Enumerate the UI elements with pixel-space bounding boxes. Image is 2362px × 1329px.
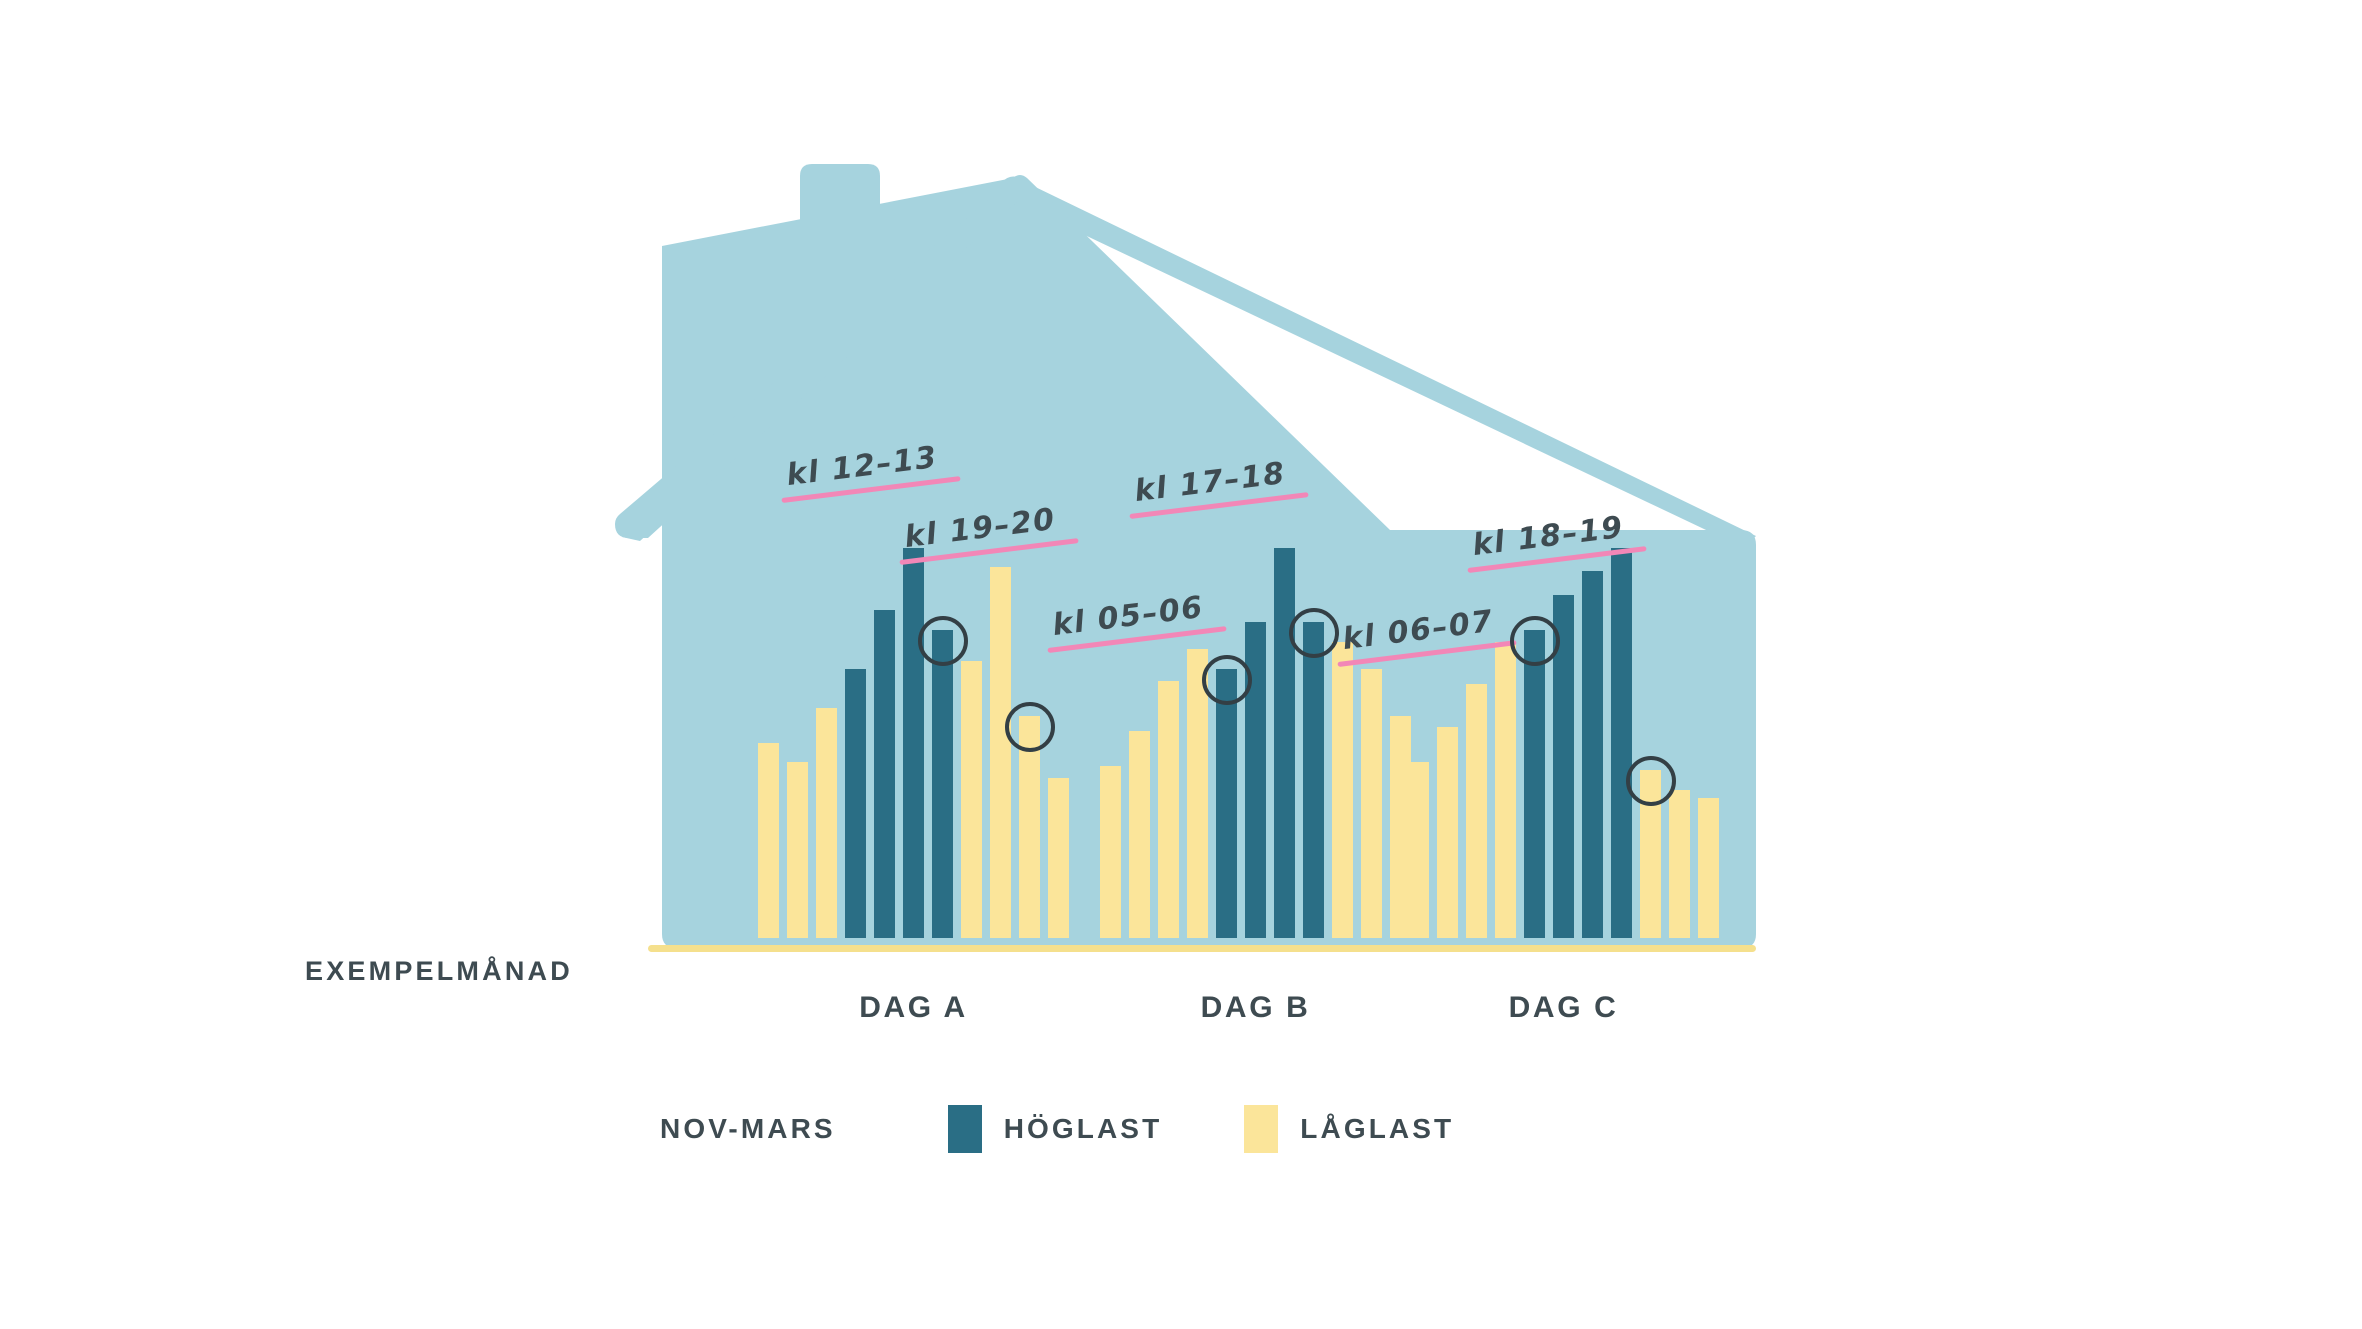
highlight-ring-dag-c-low — [1509, 616, 1560, 666]
bar-dag-a-h1 — [758, 743, 779, 938]
bar-dag-b-h4 — [1187, 649, 1208, 938]
legend-item-laglast[interactable]: LÅGLAST — [1244, 1105, 1454, 1153]
bar-dag-b-h10 — [1361, 669, 1382, 938]
bar-dag-c-h8 — [1611, 548, 1632, 938]
bar-dag-c-h5 — [1524, 630, 1545, 938]
callout-kl-17-18: kl 17–18 — [1125, 456, 1309, 519]
bar-dag-c-h6 — [1553, 595, 1574, 938]
legend-item-hoglast[interactable]: HÖGLAST — [947, 1105, 1163, 1153]
chart-legend: NOV-MARS HÖGLAST LÅGLAST — [660, 1105, 1454, 1153]
bar-dag-a-h9 — [990, 567, 1011, 938]
highlight-ring-dag-b-peak — [1288, 608, 1339, 658]
highlight-ring-dag-b-low — [1201, 655, 1252, 705]
bar-dag-b-h5 — [1216, 669, 1237, 938]
callout-kl-05-06: kl 05–06 — [1043, 590, 1227, 653]
legend-swatch-laglast — [1244, 1105, 1279, 1153]
day-label-a: DAG A — [859, 991, 968, 1024]
bar-dag-a-h5 — [874, 610, 895, 938]
bar-dag-b-h11 — [1390, 716, 1411, 938]
legend-label-laglast: LÅGLAST — [1300, 1113, 1455, 1144]
bar-dag-b-h8 — [1303, 622, 1324, 938]
bar-dag-c-h9 — [1640, 770, 1661, 938]
bar-dag-a-h10 — [1019, 716, 1040, 938]
callout-kl-12-13: kl 12–13 — [777, 440, 961, 503]
bar-dag-c-h7 — [1582, 571, 1603, 938]
bar-dag-b-h9 — [1332, 642, 1353, 938]
bar-dag-a-h4 — [845, 669, 866, 938]
bar-dag-b-h2 — [1129, 731, 1150, 938]
legend-period-label: NOV-MARS — [660, 1113, 836, 1144]
highlight-ring-dag-a-low — [1004, 702, 1055, 752]
bar-dag-b-h6 — [1245, 622, 1266, 938]
callout-kl-06-07: kl 06–07 — [1333, 604, 1517, 667]
bar-dag-c-h10 — [1669, 790, 1690, 938]
axis-month-label: EXEMPELMÅNAD — [305, 956, 573, 986]
bar-dag-a-h11 — [1048, 778, 1069, 938]
bar-dag-c-h2 — [1437, 727, 1458, 938]
bar-dag-a-h2 — [787, 762, 808, 938]
legend-label-hoglast: HÖGLAST — [1003, 1113, 1163, 1144]
day-label-b: DAG B — [1200, 991, 1311, 1024]
bar-dag-a-h3 — [816, 708, 837, 938]
bar-dag-c-h1 — [1408, 762, 1429, 938]
highlight-ring-dag-c-peak — [1625, 756, 1676, 806]
axis-baseline — [648, 945, 1756, 952]
bar-dag-b-h1 — [1100, 766, 1121, 938]
legend-swatch-hoglast — [947, 1105, 982, 1153]
bar-dag-c-h4 — [1495, 642, 1516, 938]
day-label-c: DAG C — [1508, 991, 1619, 1024]
bar-dag-a-h8 — [961, 661, 982, 938]
callout-kl-19-20: kl 19–20 — [895, 502, 1079, 565]
bar-dag-c-h3 — [1466, 684, 1487, 938]
highlight-ring-dag-a-peak — [917, 616, 968, 666]
bar-dag-b-h3 — [1158, 681, 1179, 938]
bar-dag-a-h6 — [903, 548, 924, 938]
bar-dag-a-h7 — [932, 630, 953, 938]
bar-dag-c-h11 — [1698, 798, 1719, 938]
bar-dag-b-h7 — [1274, 548, 1295, 938]
